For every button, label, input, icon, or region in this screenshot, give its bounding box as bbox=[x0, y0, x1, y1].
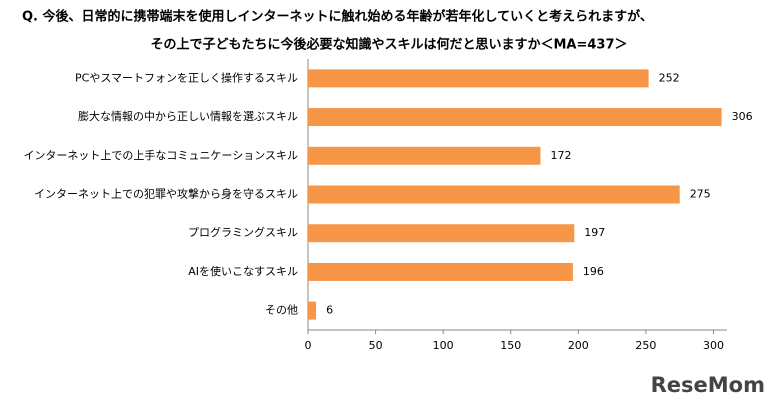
value-label: 196 bbox=[583, 265, 604, 278]
chart-title: Q. 今後、日常的に携帯端末を使用しインターネットに触れ始める年齢が若年化してい… bbox=[22, 9, 653, 25]
x-tick-label: 200 bbox=[568, 339, 589, 352]
y-tick-label: その他 bbox=[265, 304, 298, 317]
y-tick-label: PCやスマートフォンを正しく操作するスキル bbox=[75, 70, 298, 84]
watermark: ReseMom bbox=[651, 373, 765, 397]
value-label: 306 bbox=[732, 110, 753, 123]
x-tick-label: 50 bbox=[369, 339, 383, 352]
value-label: 172 bbox=[550, 149, 571, 162]
x-tick-label: 250 bbox=[635, 339, 656, 352]
value-label: 197 bbox=[584, 226, 605, 239]
value-label: 252 bbox=[659, 71, 680, 84]
bar bbox=[308, 224, 575, 243]
y-tick-label: インターネット上での犯罪や攻撃から身を守るスキル bbox=[34, 187, 298, 201]
x-tick-label: 100 bbox=[433, 339, 454, 352]
value-label: 275 bbox=[690, 188, 711, 201]
x-tick-label: 0 bbox=[305, 339, 312, 352]
bar bbox=[308, 262, 573, 281]
bar bbox=[308, 108, 722, 127]
bar bbox=[308, 69, 649, 88]
y-tick-label: インターネット上での上手なコミュニケーションスキル bbox=[23, 148, 298, 162]
x-tick-label: 300 bbox=[703, 339, 724, 352]
bar bbox=[308, 146, 541, 165]
x-tick-label: 150 bbox=[500, 339, 521, 352]
chart-subtitle: その上で子どもたちに今後必要な知識やスキルは何だと思いますか＜MA=437＞ bbox=[150, 37, 627, 53]
bar bbox=[308, 185, 680, 204]
y-tick-label: AIを使いこなすスキル bbox=[188, 265, 298, 278]
y-tick-label: 膨大な情報の中から正しい情報を選ぶスキル bbox=[78, 109, 298, 123]
y-tick-label: プログラミングスキル bbox=[188, 225, 298, 239]
bar bbox=[308, 301, 317, 320]
value-label: 6 bbox=[326, 304, 333, 317]
